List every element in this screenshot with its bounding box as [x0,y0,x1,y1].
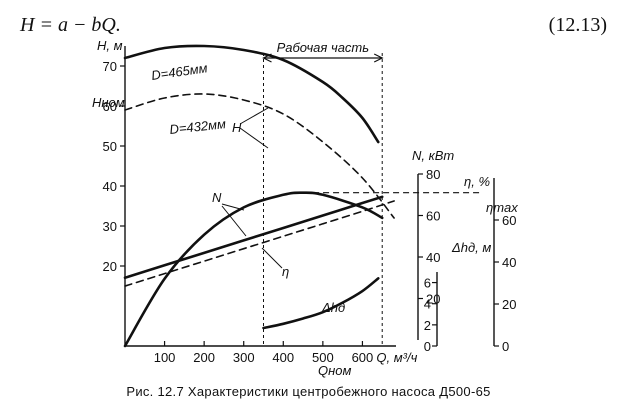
axes-layer: 100 200 300 400 500 600 Q, м³/ч203040506070204… [92,38,518,365]
x-tick-label: 300 [233,350,255,365]
label-d465: D=465мм [150,60,208,83]
formula-row: H = a − bQ. (12.13) [0,0,617,40]
tick-label-dh: 0 [424,339,431,354]
series-line-3 [124,200,395,287]
tick-label-eta: 20 [502,297,516,312]
x-tick-label: 600 [352,350,374,365]
working-range-arrow-left [262,53,272,63]
x-tick-label: 100 [154,350,176,365]
tick-label-eta: 60 [502,213,516,228]
axis-title-H: H, м [97,38,123,53]
tick-label-H: 60 [103,99,117,114]
tick-label-H: 30 [103,219,117,234]
axis-title-eta: η, % [464,174,490,189]
tick-label-H: 50 [103,139,117,154]
figure-caption: Рис. 12.7 Характеристики центробежного н… [126,384,491,399]
equation-number: (12.13) [548,14,607,36]
series-line-4 [123,191,384,348]
x-tick-label: 500 [312,350,334,365]
label-eta: η [282,264,289,279]
tick-label-eta: 40 [502,255,516,270]
axis-title-N: N, кВт [412,148,454,163]
series-line-0 [123,44,380,144]
x-tick-label: 200 [193,350,215,365]
series-line-2 [123,195,384,280]
label-H: H [232,120,242,135]
label-q-nom: Qном [318,363,351,378]
x-tick-label: 400 [272,350,294,365]
h-nom-label: Hном [92,95,125,110]
leader-N-1 [221,203,245,211]
label-N: N [212,190,222,205]
leader-H-2 [239,127,269,149]
leader-eta [261,247,283,269]
leader-N-2 [221,205,247,237]
eta-max-label: ηmax [486,200,518,215]
tick-label-H: 20 [103,259,117,274]
tick-label-dh: 4 [424,297,431,312]
pump-characteristics-chart: 100 200 300 400 500 600 Q, м³/ч203040506070204… [92,38,518,378]
tick-label-dh: 6 [424,276,431,291]
x-axis-title: Q, м³/ч [376,350,417,365]
tick-label-dh: 2 [424,318,431,333]
working-range-label: Рабочая часть [277,40,370,55]
label-d432: D=432мм [169,116,227,137]
axis-title-dh: Δhд, м [451,240,491,255]
tick-label-N: 40 [426,250,440,265]
tick-label-H: 70 [103,59,117,74]
tick-label-N: 80 [426,167,440,182]
annotation-layer: Рабочая часть D=465мм D=432мм H Nη Δhд Qном [150,40,480,378]
formula: H = a − bQ. [20,14,121,36]
leader-H-1 [239,107,269,125]
tick-label-N: 60 [426,209,440,224]
tick-label-H: 40 [103,179,117,194]
series-line-5 [262,277,380,330]
label-dh: Δhд [321,300,345,315]
tick-label-eta: 0 [502,339,509,354]
working-range-arrow-right [373,53,384,63]
series-layer [123,44,395,348]
